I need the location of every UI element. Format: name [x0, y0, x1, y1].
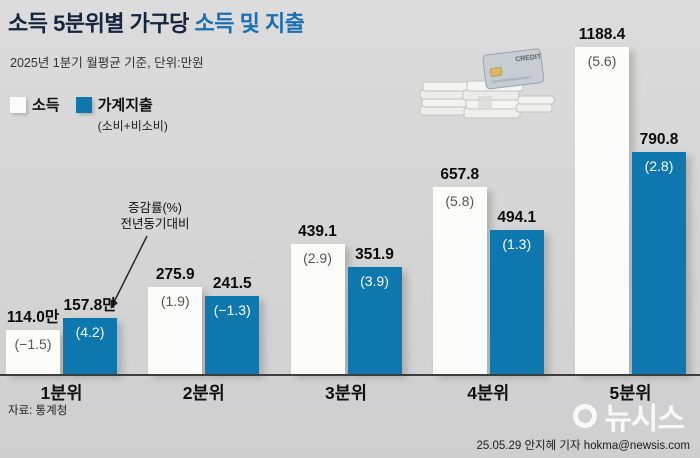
spending-bar-column: 157.8만 (4.2)	[63, 293, 117, 374]
spending-value-label: 790.8	[639, 131, 679, 148]
income-bar-column: 657.8 (5.8)	[432, 166, 487, 374]
byline-credit: 25.05.29 안지혜 기자 hokma@newsis.com	[476, 440, 690, 452]
spending-pct-label: (2.8)	[644, 158, 674, 174]
income-bar: (2.9)	[290, 244, 345, 374]
chart-subtitle: 2025년 1분기 월평균 기준, 단위:만원	[10, 56, 204, 70]
x-axis-labels: 1분위 2분위 3분위 4분위 5분위	[6, 380, 686, 405]
spending-bar-column: 241.5 (−1.3)	[205, 275, 260, 374]
income-pct-label: (5.6)	[587, 53, 617, 69]
quintile-group: 114.0만 (−1.5) 157.8만 (4.2)	[6, 293, 117, 374]
spending-bar: (4.2)	[63, 318, 117, 374]
credit-card-label: CREDIT	[515, 53, 542, 63]
spending-value-label: 157.8만	[63, 297, 117, 314]
legend-item-income: 소득	[10, 94, 60, 134]
title-accent-part: 소득 및 지출	[194, 11, 305, 36]
category-label: 2분위	[182, 383, 225, 403]
category-label: 3분위	[325, 383, 367, 403]
income-pct-label: (2.9)	[303, 250, 332, 266]
spending-bar: (1.3)	[489, 230, 544, 374]
annotation-line2: 전년동기대비	[120, 217, 190, 232]
newsis-logo-icon	[573, 404, 598, 428]
income-bar: (5.8)	[432, 187, 487, 374]
income-bar-column: 1188.4 (5.6)	[575, 26, 629, 374]
income-value-label: 275.9	[155, 266, 195, 283]
spending-bar-column: 494.1 (1.3)	[489, 209, 544, 374]
pct-change-annotation: 증감률(%) 전년동기대비	[100, 200, 210, 233]
page-title: 소득 5분위별 가구당 소득 및 지출	[8, 6, 305, 38]
income-swatch-icon	[10, 96, 26, 113]
category-label: 5분위	[609, 383, 652, 403]
income-value-label: 1188.4	[578, 26, 626, 43]
income-pct-label: (−1.5)	[14, 336, 52, 352]
legend-spending-label: 가계지출	[97, 97, 153, 114]
spending-value-label: 494.1	[497, 209, 537, 226]
spending-pct-label: (3.9)	[360, 273, 389, 289]
quintile-group: 1188.4 (5.6) 790.8 (2.8)	[575, 26, 686, 374]
legend-income-label: 소득	[32, 97, 60, 114]
money-illustration: CREDIT	[419, 48, 555, 119]
spending-pct-label: (1.3)	[502, 236, 532, 252]
spending-pct-label: (4.2)	[75, 324, 105, 340]
income-value-label: 114.0만	[6, 309, 60, 326]
income-pct-label: (5.8)	[445, 193, 475, 209]
annotation-arrow-icon	[110, 235, 148, 309]
newsis-watermark: 뉴시스	[573, 394, 685, 438]
income-bar: (5.6)	[575, 47, 629, 374]
category-label: 1분위	[40, 383, 83, 403]
newsis-watermark-text: 뉴시스	[604, 403, 685, 436]
chart-legend: 소득 가계지출 (소비+비소비)	[10, 94, 168, 134]
spending-bar: (3.9)	[347, 267, 402, 374]
income-value-label: 657.8	[440, 166, 480, 183]
source-label: 자료: 통계청	[8, 405, 68, 417]
annotation-line1: 증감률(%)	[128, 201, 182, 215]
income-bar: (−1.5)	[6, 330, 60, 374]
title-dark-part: 소득 5분위별 가구당	[8, 11, 195, 36]
spending-bar-column: 790.8 (2.8)	[632, 131, 686, 374]
quintile-group: 439.1 (2.9) 351.9 (3.9)	[290, 223, 402, 374]
income-bar: (1.9)	[148, 287, 203, 374]
income-bar-column: 439.1 (2.9)	[290, 223, 345, 374]
income-pct-label: (1.9)	[160, 293, 190, 309]
income-bar-column: 275.9 (1.9)	[148, 266, 203, 374]
spending-pct-label: (−1.3)	[213, 302, 251, 318]
spending-value-label: 351.9	[355, 246, 394, 263]
x-axis-line	[0, 374, 700, 376]
spending-bar: (−1.3)	[205, 296, 260, 374]
spending-bar-column: 351.9 (3.9)	[347, 246, 402, 374]
income-value-label: 439.1	[298, 223, 337, 240]
bar-chart: 114.0만 (−1.5) 157.8만 (4.2) 275.9 (1.9)	[6, 26, 686, 374]
income-bar-column: 114.0만 (−1.5)	[6, 305, 60, 374]
spending-bar: (2.8)	[632, 152, 686, 374]
spending-value-label: 241.5	[212, 275, 252, 292]
quintile-group: 657.8 (5.8) 494.1 (1.3)	[432, 166, 544, 374]
quintile-group: 275.9 (1.9) 241.5 (−1.3)	[148, 266, 260, 374]
spending-swatch-icon	[75, 96, 92, 113]
category-label: 4분위	[467, 383, 510, 403]
legend-spending-sublabel: (소비+비소비)	[97, 119, 168, 133]
legend-item-spending: 가계지출 (소비+비소비)	[75, 94, 168, 134]
